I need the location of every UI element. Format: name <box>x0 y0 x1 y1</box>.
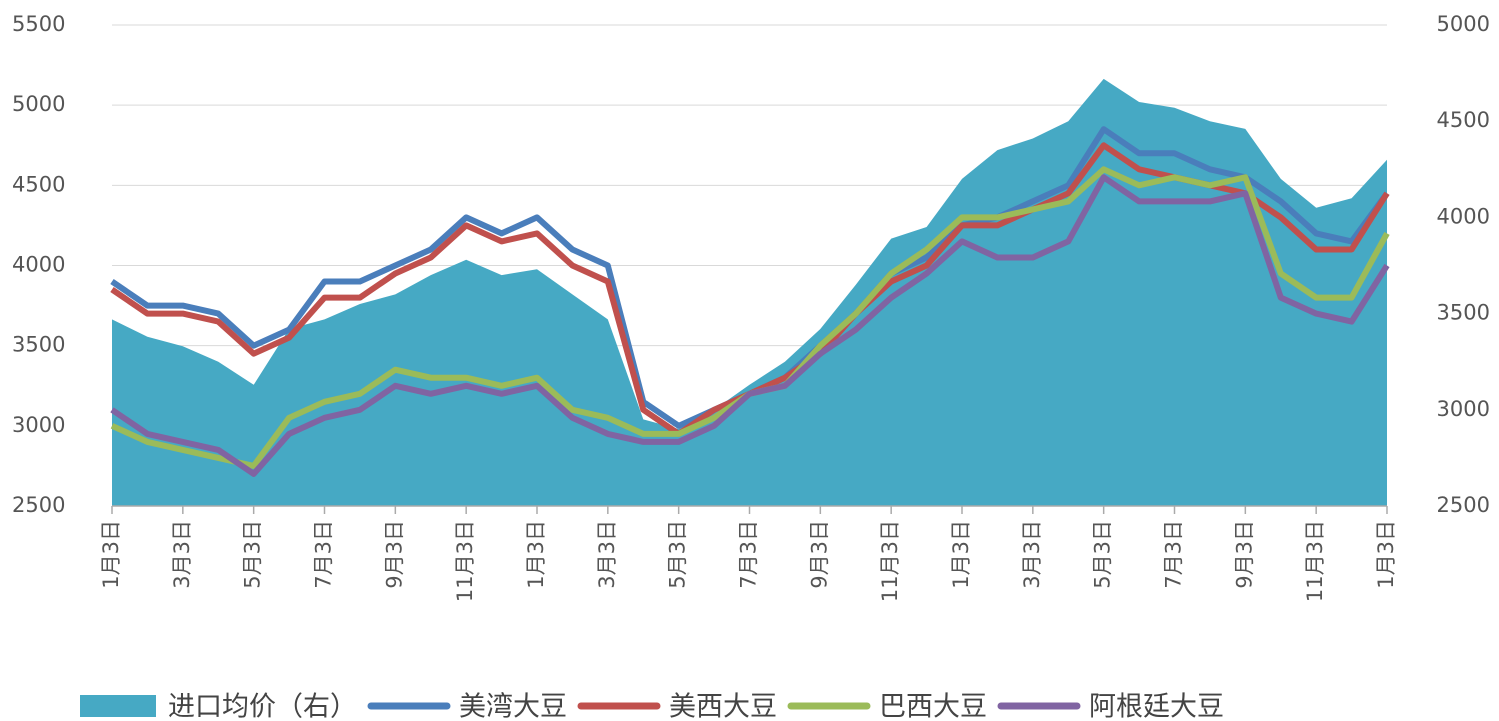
legend-label: 美湾大豆 <box>459 692 567 721</box>
legend-label: 进口均价（右） <box>168 692 357 721</box>
x-tick-label: 3月3日 <box>595 520 619 589</box>
x-tick-label: 1月3日 <box>99 520 123 589</box>
x-tick-label: 3月3日 <box>170 520 194 589</box>
y2-tick-label: 2500 <box>1437 493 1490 517</box>
x-tick-label: 3月3日 <box>1020 520 1044 589</box>
y-tick-label: 3500 <box>12 333 65 357</box>
x-tick-label: 5月3日 <box>666 520 690 589</box>
x-tick-label: 11月3日 <box>453 520 477 602</box>
legend-label: 阿根廷大豆 <box>1089 692 1224 721</box>
area <box>112 78 1387 507</box>
line <box>110 174 1390 477</box>
legend: 进口均价（右） 美湾大豆 美西大豆 巴西大豆 阿根廷大豆 <box>80 692 1224 721</box>
y-tick-label: 3000 <box>12 413 65 437</box>
x-tick-label: 9月3日 <box>382 520 406 589</box>
x-tick-label: 5月3日 <box>241 520 265 589</box>
x-tick-label: 7月3日 <box>737 520 761 589</box>
y2-tick-label: 3000 <box>1437 397 1490 421</box>
legend-swatch <box>80 695 156 717</box>
y-tick-label: 5500 <box>12 12 65 36</box>
x-tick-label: 11月3日 <box>1303 520 1327 602</box>
x-tick-label: 9月3日 <box>807 520 831 589</box>
x-tick-label: 1月3日 <box>1374 520 1398 589</box>
legend-label: 巴西大豆 <box>879 692 987 721</box>
x-tick-label: 1月3日 <box>524 520 548 589</box>
y-tick-label: 5000 <box>12 92 65 116</box>
y2-tick-label: 4500 <box>1437 108 1490 132</box>
y-tick-label: 2500 <box>12 493 65 517</box>
y-tick-label: 4000 <box>12 253 65 277</box>
legend-label: 美西大豆 <box>669 692 777 721</box>
x-tick-label: 11月3日 <box>878 520 902 602</box>
y2-tick-label: 4000 <box>1437 204 1490 228</box>
y2-tick-label: 5000 <box>1437 12 1490 36</box>
x-tick-label: 7月3日 <box>1162 520 1186 589</box>
x-tick-label: 1月3日 <box>949 520 973 589</box>
x-tick-label: 9月3日 <box>1232 520 1256 589</box>
x-tick-label: 5月3日 <box>1091 520 1115 589</box>
y2-tick-label: 3500 <box>1437 301 1490 325</box>
x-tick-label: 7月3日 <box>312 520 336 589</box>
y-tick-label: 4500 <box>12 172 65 196</box>
